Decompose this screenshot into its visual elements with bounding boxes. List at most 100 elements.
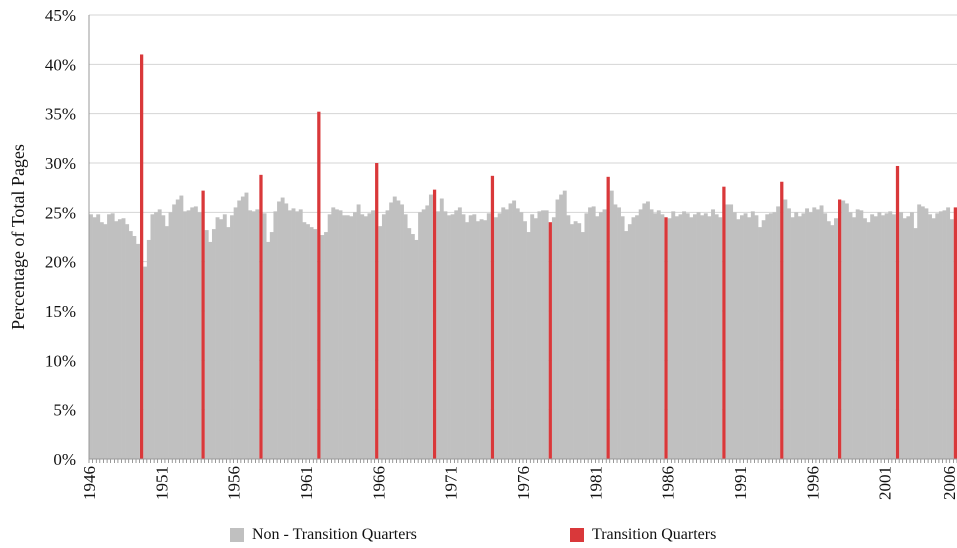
y-tick-label: 25% <box>45 203 76 222</box>
bar-non-transition <box>284 203 289 459</box>
bar-non-transition <box>877 212 882 459</box>
bar-non-transition <box>844 203 849 459</box>
bar-non-transition <box>353 212 357 459</box>
bar-non-transition <box>128 231 133 459</box>
bar-transition <box>490 175 495 459</box>
bar-non-transition <box>787 208 791 459</box>
bar-non-transition <box>627 224 632 459</box>
bar-non-transition <box>190 207 195 459</box>
bar-non-transition <box>168 212 173 459</box>
bar-non-transition <box>392 196 397 459</box>
bar-non-transition <box>389 202 394 459</box>
x-tick-label: 1986 <box>659 466 678 500</box>
bar-transition <box>895 165 900 459</box>
bar-transition <box>259 174 263 459</box>
y-tick-label: 30% <box>45 154 76 173</box>
bar-non-transition <box>89 214 93 459</box>
bar-non-transition <box>595 216 600 459</box>
bar-non-transition <box>530 214 535 459</box>
bar-transition <box>780 181 784 459</box>
bar-non-transition <box>363 216 368 459</box>
bar-non-transition <box>899 212 904 459</box>
bar-non-transition <box>711 209 715 459</box>
bar-non-transition <box>928 214 932 459</box>
bar-non-transition <box>696 212 701 459</box>
bar-non-transition <box>219 219 224 459</box>
bar-non-transition <box>826 221 831 459</box>
bar-non-transition <box>96 214 101 459</box>
bar-non-transition <box>230 215 234 459</box>
y-tick-label: 10% <box>45 351 76 370</box>
bar-non-transition <box>443 211 448 459</box>
legend-swatch-transition <box>570 528 584 542</box>
bar-non-transition <box>613 204 618 459</box>
bar-non-transition <box>483 220 488 459</box>
bar-non-transition <box>154 212 159 459</box>
bar-non-transition <box>736 219 741 459</box>
bar-transition <box>953 207 957 459</box>
bar-non-transition <box>570 224 574 459</box>
bar-non-transition <box>523 221 527 459</box>
bar-non-transition <box>533 218 538 459</box>
bar-chart: 0% 5% 10% 15% 20% 25% 30% 35% 40% 45% 1946 1951 195… <box>8 6 957 500</box>
bar-transition <box>432 189 437 459</box>
bar-non-transition <box>591 206 596 459</box>
bar-non-transition <box>465 222 470 459</box>
transition-bars <box>139 54 957 460</box>
bar-transition <box>201 190 205 460</box>
bar-non-transition <box>226 227 231 459</box>
bar-non-transition <box>808 212 813 459</box>
bar-non-transition <box>204 230 209 459</box>
y-axis-ticks: 0% 5% 10% 15% 20% 25% 30% 35% 40% 45% <box>45 6 76 469</box>
bar-non-transition <box>830 225 835 459</box>
bar-non-transition <box>428 194 433 459</box>
bar-non-transition <box>172 204 177 459</box>
bar-non-transition <box>834 218 838 459</box>
bar-transition <box>664 217 668 459</box>
bar-non-transition <box>881 215 885 459</box>
bar-non-transition <box>768 213 773 459</box>
bar-non-transition <box>635 215 640 459</box>
bar-non-transition <box>472 214 477 459</box>
bar-non-transition <box>602 209 607 459</box>
bar-non-transition <box>367 213 372 459</box>
bar-non-transition <box>870 214 875 459</box>
bar-non-transition <box>457 207 462 459</box>
bar-non-transition <box>714 214 719 459</box>
bar-non-transition <box>678 214 683 459</box>
bar-non-transition <box>306 224 310 459</box>
bar-non-transition <box>841 200 846 459</box>
bar-non-transition <box>758 227 762 459</box>
bar-non-transition <box>504 209 509 459</box>
bar-non-transition <box>298 209 303 459</box>
x-tick-label: 1976 <box>514 466 533 500</box>
bar-non-transition <box>645 201 650 460</box>
bar-non-transition <box>418 212 423 459</box>
bar-transition <box>375 163 379 459</box>
y-tick-label: 15% <box>45 302 76 321</box>
bar-non-transition <box>866 222 871 459</box>
bar-non-transition <box>436 211 441 459</box>
bar-non-transition <box>935 213 940 459</box>
bar-non-transition <box>211 229 216 459</box>
bar-non-transition <box>541 210 545 459</box>
bar-non-transition <box>508 203 513 459</box>
bar-non-transition <box>157 209 162 459</box>
bar-non-transition <box>700 215 705 459</box>
bar-non-transition <box>609 190 614 460</box>
bar-non-transition <box>584 213 589 459</box>
bar-non-transition <box>942 210 947 459</box>
x-tick-label: 1996 <box>803 466 822 500</box>
bar-non-transition <box>598 212 603 459</box>
legend-item-transition: Transition Quarters <box>570 526 716 544</box>
bar-non-transition <box>938 211 943 459</box>
bar-non-transition <box>277 201 281 460</box>
bar-non-transition <box>295 211 300 459</box>
x-tick-label: 1956 <box>225 466 244 500</box>
bar-non-transition <box>671 211 676 459</box>
x-tick-label: 1966 <box>369 466 388 500</box>
bar-non-transition <box>859 210 864 459</box>
bar-non-transition <box>164 226 169 459</box>
bar-non-transition <box>248 210 253 459</box>
bar-non-transition <box>660 214 665 459</box>
